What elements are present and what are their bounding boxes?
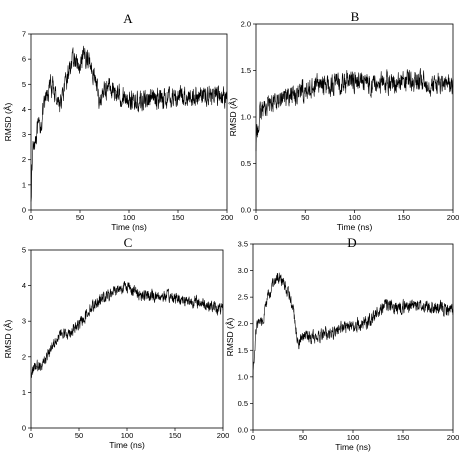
x-tick-label: 0 (251, 433, 255, 442)
x-tick-label: 50 (76, 213, 84, 222)
y-tick-label: 5 (22, 80, 26, 89)
y-tick-label: 4 (22, 281, 26, 290)
x-tick-label: 50 (299, 433, 307, 442)
y-axis-label: RMSD (Å) (3, 319, 13, 358)
plot-frame (252, 243, 454, 431)
x-axis-label: Time (ns) (335, 442, 371, 452)
x-tick-label: 200 (447, 213, 460, 222)
x-tick-label: 50 (301, 213, 309, 222)
panel-letter: D (347, 235, 356, 250)
rmsd-trace (30, 281, 224, 379)
x-tick-label: 50 (75, 431, 83, 440)
rmsd-trace (255, 68, 454, 152)
y-tick-label: 0.5 (241, 159, 251, 168)
y-tick-label: 0.5 (238, 399, 248, 408)
plot-frame (30, 249, 224, 429)
y-tick-label: 7 (22, 30, 26, 39)
y-tick-label: 2 (22, 352, 26, 361)
y-tick-label: 0 (22, 206, 26, 215)
y-tick-label: 4 (22, 105, 26, 114)
x-tick-label: 100 (121, 431, 134, 440)
y-tick-label: 2.0 (238, 319, 248, 328)
y-tick-label: 1.5 (238, 346, 248, 355)
x-axis-label: Time (ns) (337, 222, 373, 232)
y-tick-label: 1 (22, 180, 26, 189)
rmsd-trace (30, 45, 228, 202)
x-axis-label: Time (ns) (109, 440, 145, 450)
plot-frame (30, 33, 228, 211)
panel-b: B 0 50 100 150 200 0.0 0.5 1.0 1.5 2.0 Time (ns) RMS… (228, 9, 459, 232)
x-tick-label: 0 (29, 213, 33, 222)
y-tick-label: 3 (22, 317, 26, 326)
y-tick-label: 6 (22, 55, 26, 64)
y-tick-label: 3 (22, 130, 26, 139)
x-tick-label: 200 (447, 433, 460, 442)
panel-a: A 0 50 100 150 200 0 1 2 3 4 5 6 7 Time (ns) RMSD (Å) (3, 11, 233, 232)
y-tick-label: 0 (22, 424, 26, 433)
rmsd-trace (252, 272, 454, 380)
x-tick-label: 0 (254, 213, 258, 222)
y-tick-label: 2 (22, 155, 26, 164)
y-axis-label: RMSD (Å) (225, 317, 235, 356)
x-tick-label: 100 (347, 433, 360, 442)
y-tick-label: 1.0 (238, 372, 248, 381)
x-tick-label: 150 (397, 213, 410, 222)
x-tick-label: 150 (397, 433, 410, 442)
y-tick-label: 3.0 (238, 266, 248, 275)
y-tick-label: 1.0 (241, 113, 251, 122)
y-tick-label: 1 (22, 388, 26, 397)
x-tick-label: 100 (348, 213, 361, 222)
panel-letter: C (124, 235, 133, 250)
y-axis-label: RMSD (Å) (228, 97, 238, 136)
panel-c: C 0 50 100 150 200 0 1 2 3 4 5 Time (ns) RMSD (Å) (3, 235, 229, 450)
x-tick-label: 150 (169, 431, 182, 440)
plot-frame (255, 23, 454, 211)
x-tick-label: 100 (123, 213, 136, 222)
y-tick-label: 5 (22, 246, 26, 255)
panel-d: D 0 50 100 150 200 0.0 0.5 1.0 1.5 2.0 2.5 3.0 3.5 Tim… (225, 235, 459, 452)
y-tick-label: 3.5 (238, 240, 248, 249)
x-tick-label: 200 (221, 213, 234, 222)
y-axis-label: RMSD (Å) (3, 102, 13, 141)
y-tick-label: 2.5 (238, 293, 248, 302)
x-tick-label: 0 (29, 431, 33, 440)
x-tick-label: 150 (172, 213, 185, 222)
y-tick-label: 2.0 (241, 20, 251, 29)
x-tick-label: 200 (217, 431, 230, 440)
y-tick-label: 1.5 (241, 66, 251, 75)
x-axis-label: Time (ns) (111, 222, 147, 232)
y-tick-label: 0.0 (238, 426, 248, 435)
y-tick-label: 0.0 (241, 206, 251, 215)
panel-letter: A (123, 11, 133, 26)
panel-letter: B (351, 9, 360, 24)
